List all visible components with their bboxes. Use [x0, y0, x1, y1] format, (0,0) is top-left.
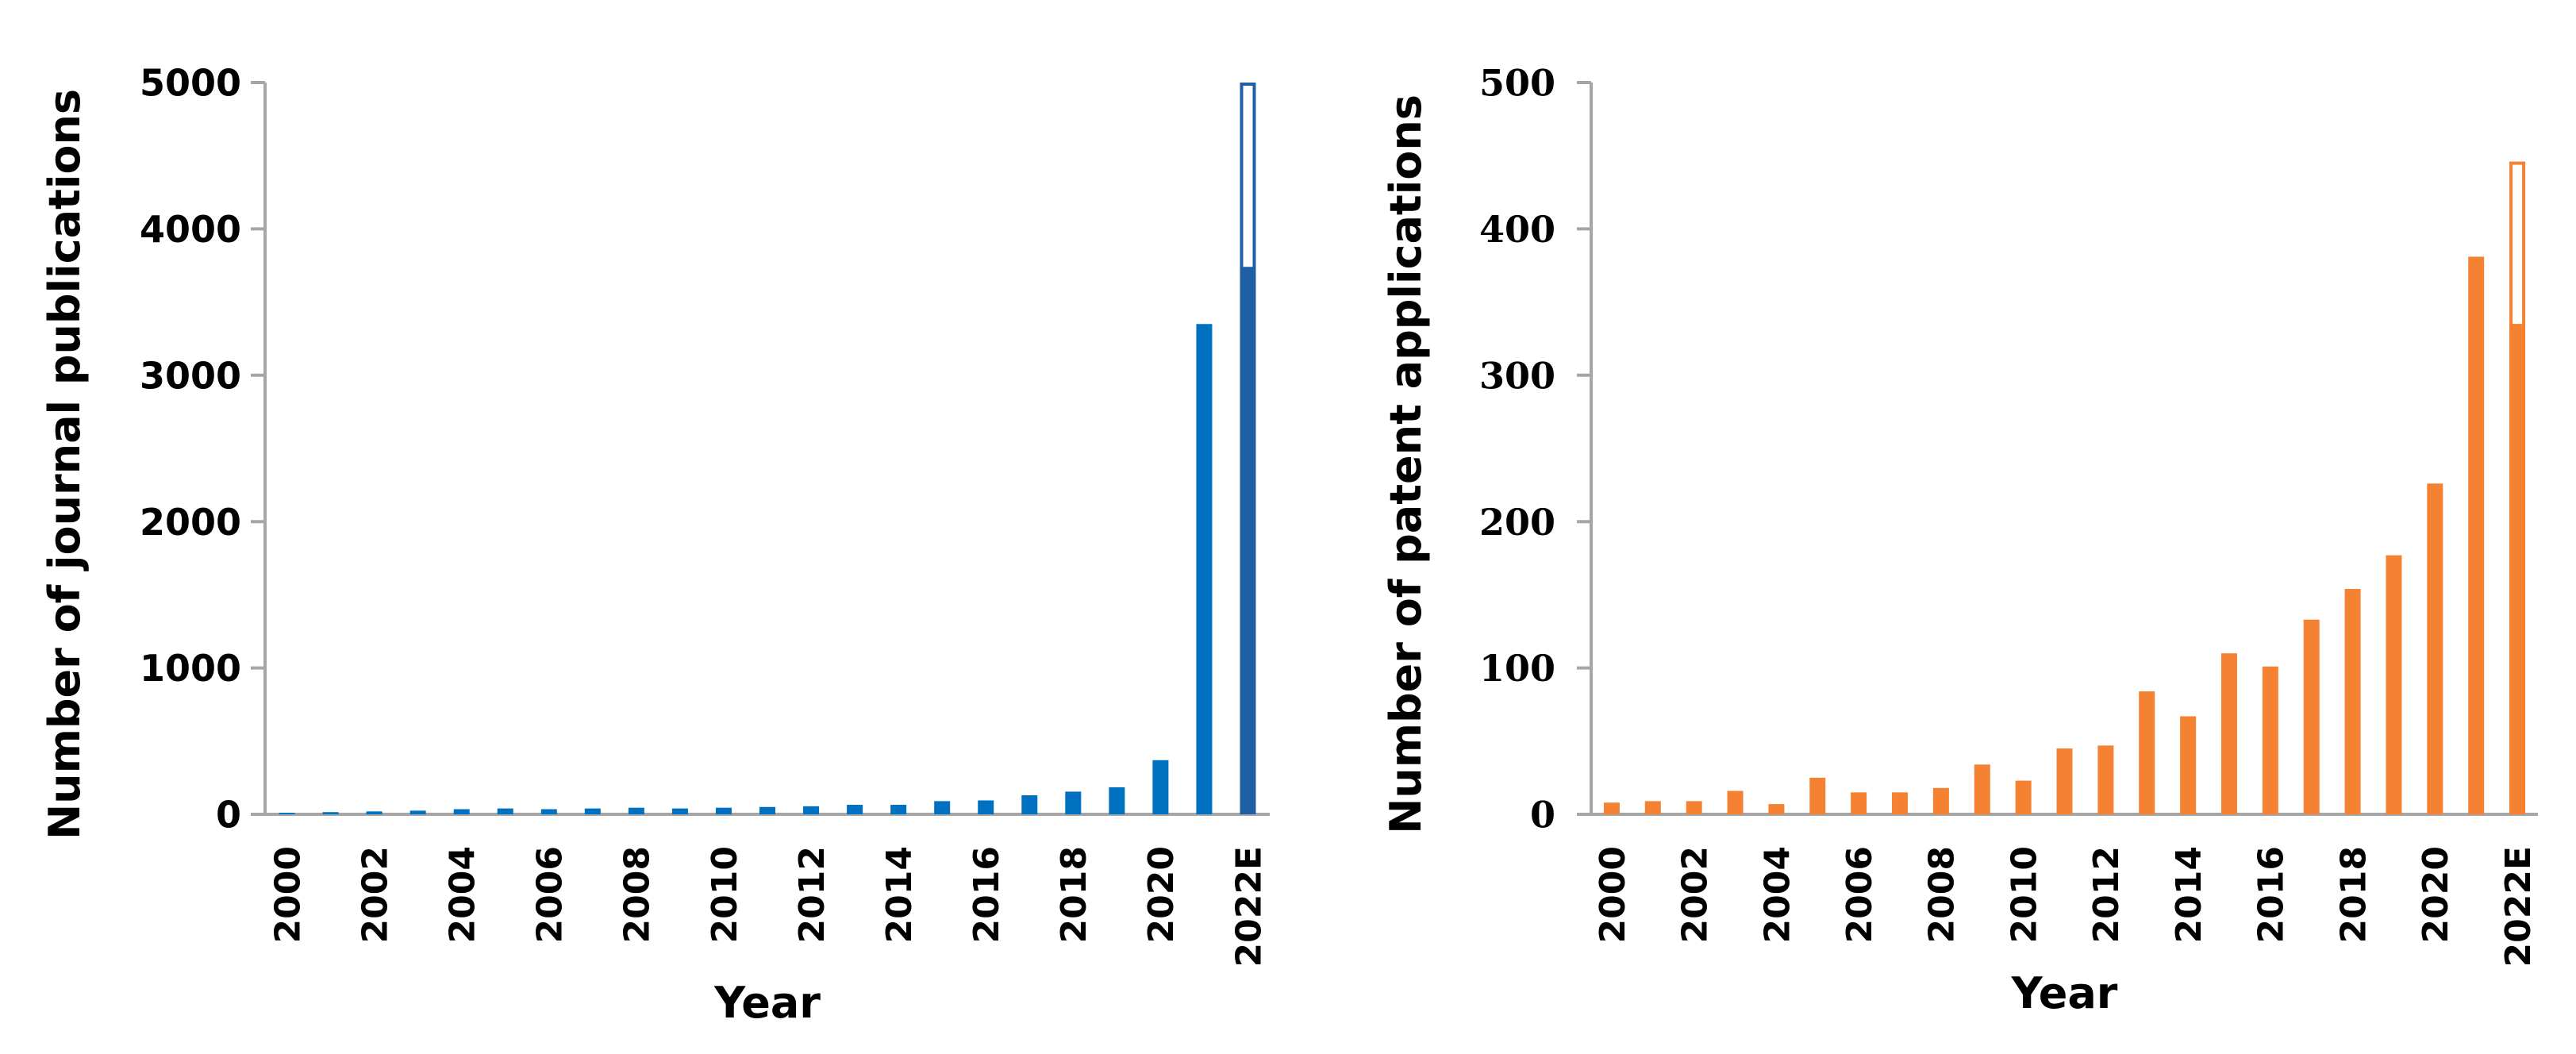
bar-2010 [715, 807, 732, 814]
bar-2015 [2220, 653, 2237, 814]
bar-2006 [540, 809, 557, 814]
x-tick-label: 2004 [1757, 846, 1797, 943]
bar-2008 [1932, 787, 1949, 814]
bar-2007 [1892, 792, 1909, 814]
x-tick-label: 2016 [2251, 846, 2292, 943]
x-tick-label: 2018 [2333, 846, 2374, 943]
bar-2017 [2303, 619, 2320, 814]
bar-2012 [2097, 745, 2114, 814]
bar-2015 [934, 801, 951, 814]
x-tick-label: 2008 [1922, 846, 1963, 943]
bar-2016 [2262, 666, 2278, 814]
bar-2013 [2139, 691, 2155, 814]
x-tick-label: 2002 [355, 846, 395, 943]
bar-2013 [847, 805, 863, 814]
bar-2001 [322, 812, 339, 814]
bar-2019 [2386, 555, 2402, 814]
bar-2011 [2056, 748, 2073, 814]
x-tick-label: 2022E [2498, 846, 2539, 967]
x-tick-label: 2004 [443, 846, 483, 943]
x-tick-label: 2006 [530, 846, 571, 943]
y-tick-label: 5000 [140, 62, 241, 105]
x-tick-label: 2014 [879, 846, 920, 943]
bar-2003 [1727, 790, 1744, 814]
bar-2021 [2468, 256, 2485, 814]
y-tick-label: 200 [1479, 501, 1555, 544]
x-tick-label: 2018 [1054, 846, 1094, 943]
bar-2010 [2015, 780, 2032, 814]
x-tick-label: 2002 [1675, 846, 1716, 943]
bar-estimate-2022E [2509, 161, 2526, 328]
bar-estimate-2022E [1240, 83, 1256, 271]
bar-2007 [584, 808, 601, 814]
x-tick-label: 2010 [705, 846, 745, 943]
y-axis-title: Number of journal publications [40, 89, 90, 840]
bar-2008 [628, 807, 644, 814]
bar-2001 [1644, 801, 1661, 814]
bar-2002 [366, 811, 383, 814]
y-tick-label: 4000 [140, 208, 241, 251]
y-tick-label: 1000 [140, 647, 241, 690]
bar-2012 [803, 806, 820, 814]
x-tick-label: 2012 [792, 846, 832, 943]
y-tick-label: 0 [216, 794, 241, 837]
y-tick-label: 500 [1479, 62, 1555, 105]
y-tick-label: 2000 [140, 501, 241, 544]
bar-2018 [1065, 791, 1082, 814]
bar-2005 [1809, 777, 1826, 814]
bar-2004 [1768, 804, 1785, 814]
x-tick-label: 2010 [2004, 846, 2044, 943]
y-tick-label: 3000 [140, 354, 241, 397]
y-tick-label: 400 [1479, 208, 1555, 251]
x-tick-label: 2000 [267, 846, 308, 943]
bar-2004 [453, 809, 470, 814]
x-axis-title: Year [713, 978, 821, 1028]
bar-2014 [890, 805, 907, 814]
bar-2014 [2180, 716, 2197, 814]
x-tick-label: 2022E [1228, 846, 1269, 967]
bar-2022E [2509, 325, 2526, 814]
y-axis-title: Number of patent applications [1381, 94, 1431, 834]
bar-2017 [1021, 795, 1038, 814]
x-axis-title: Year [2011, 968, 2118, 1018]
x-tick-label: 2006 [1840, 846, 1880, 943]
y-tick-label: 100 [1479, 647, 1555, 690]
x-tick-label: 2016 [967, 846, 1007, 943]
bar-2003 [409, 810, 426, 814]
x-tick-label: 2020 [1141, 846, 1182, 943]
y-tick-label: 0 [1530, 794, 1555, 837]
y-tick-label: 300 [1479, 354, 1555, 397]
bar-2016 [978, 800, 994, 814]
bar-2019 [1109, 787, 1125, 814]
bar-2005 [497, 808, 513, 814]
bar-2002 [1686, 801, 1702, 814]
x-tick-label: 2000 [1593, 846, 1633, 943]
x-tick-label: 2014 [2169, 846, 2209, 943]
bar-2000 [279, 813, 295, 814]
bar-2020 [1152, 760, 1169, 814]
x-tick-label: 2008 [617, 846, 658, 943]
bar-2009 [1974, 764, 1990, 814]
patent-applications-chart: 0 100 200 300 400 500 2000 2002 2004 2006 2008 2010… [1381, 62, 2539, 1018]
x-tick-label: 2012 [2086, 846, 2127, 943]
bar-2022E [1240, 268, 1256, 814]
bar-2000 [1603, 802, 1620, 814]
bar-2020 [2427, 483, 2443, 814]
bar-2018 [2344, 589, 2361, 814]
bar-2011 [759, 806, 775, 814]
bar-2021 [1196, 324, 1213, 814]
bar-2006 [1851, 792, 1867, 814]
x-tick-label: 2020 [2416, 846, 2456, 943]
bar-2009 [671, 808, 688, 814]
journal-publications-chart: 0 1000 2000 3000 4000 5000 2000 2002 2004 2006 200… [40, 62, 1270, 1028]
